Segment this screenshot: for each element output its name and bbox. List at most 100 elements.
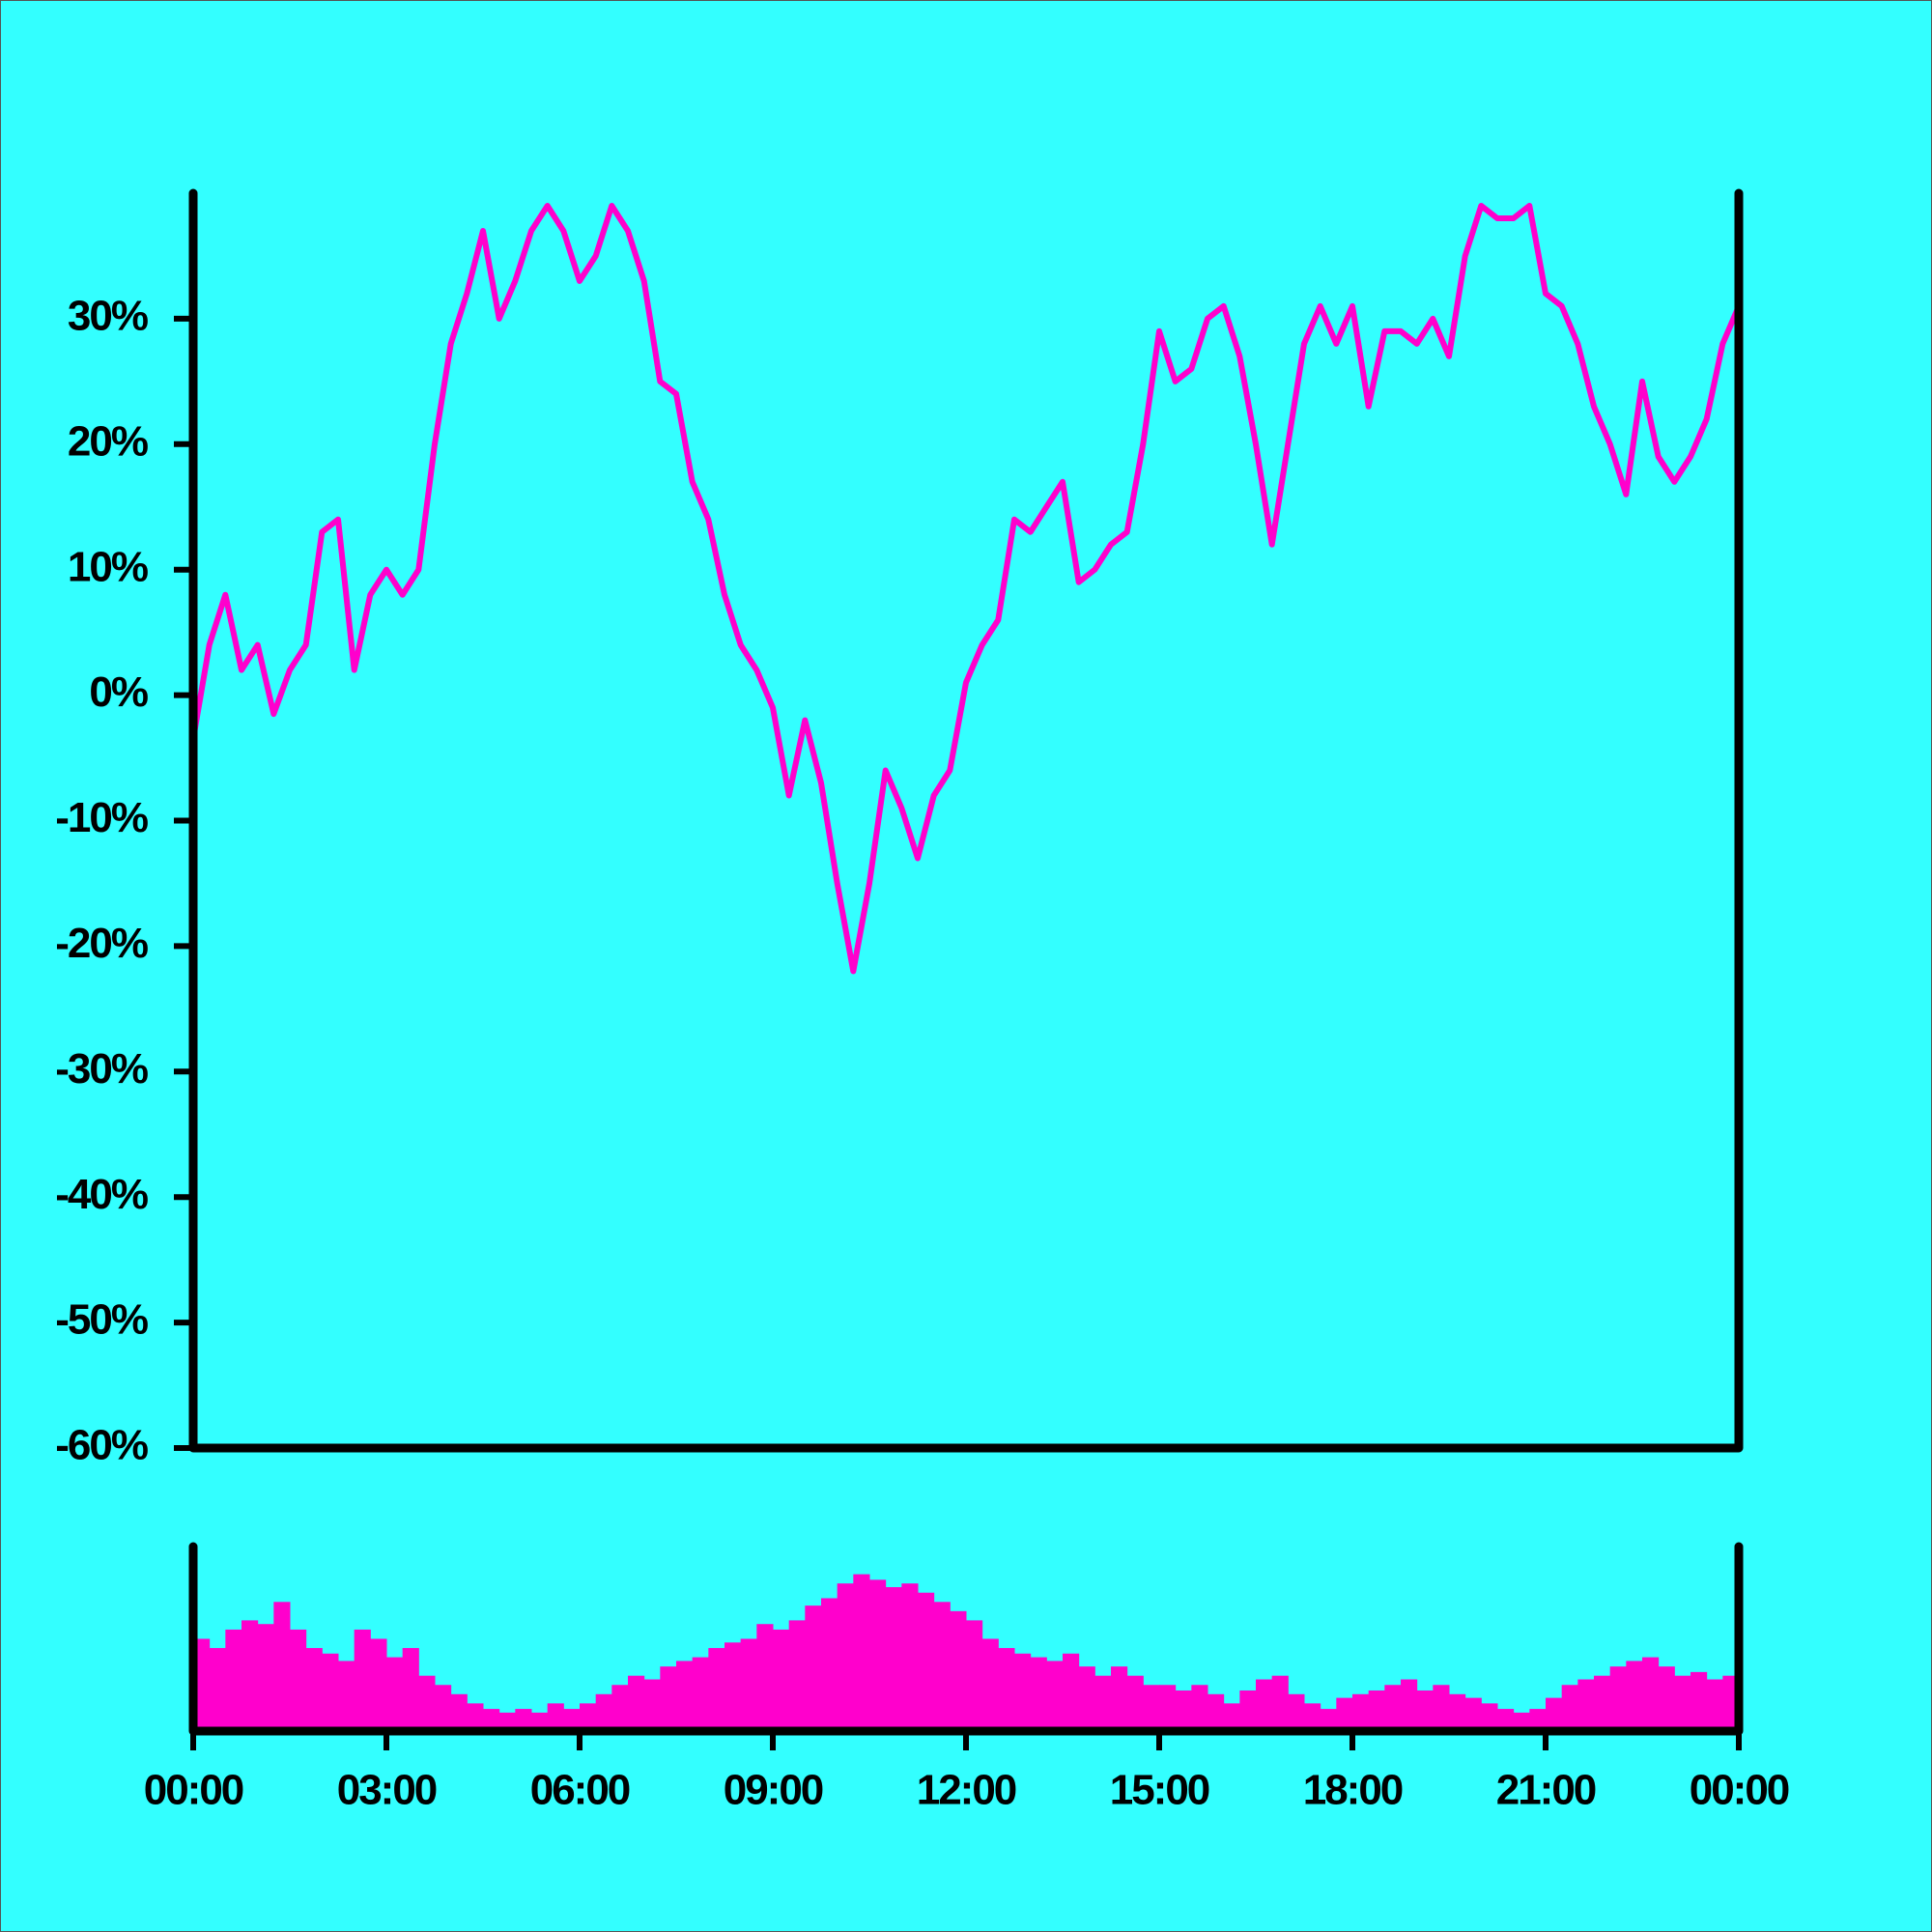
volume-bar xyxy=(1111,1666,1128,1731)
volume-bar xyxy=(1481,1703,1498,1731)
volume-bar xyxy=(467,1703,484,1731)
axis-frame xyxy=(188,1542,1744,1736)
volume-bar xyxy=(1352,1693,1370,1731)
volume-bar xyxy=(450,1693,468,1731)
volume-bar xyxy=(998,1648,1015,1731)
volume-bar xyxy=(1594,1675,1611,1731)
volume-bar xyxy=(740,1638,757,1731)
volume-bar xyxy=(338,1661,355,1731)
volume-bar xyxy=(853,1574,870,1731)
volume-bar xyxy=(1175,1690,1192,1731)
volume-bar xyxy=(435,1685,452,1731)
volume-bar xyxy=(242,1620,259,1731)
volume-bar xyxy=(1497,1709,1515,1731)
volume-bar xyxy=(1336,1697,1353,1731)
volume-bar xyxy=(1288,1693,1305,1731)
volume-bar xyxy=(1609,1666,1627,1731)
volume-bar xyxy=(1126,1675,1144,1731)
volume-bar xyxy=(498,1712,516,1731)
volume-bar xyxy=(209,1648,226,1731)
volume-bar xyxy=(290,1629,307,1731)
volume-bar xyxy=(1320,1709,1337,1731)
volume-bar xyxy=(773,1629,790,1731)
volume-bar xyxy=(918,1592,935,1731)
volume-bar xyxy=(1239,1690,1257,1731)
y-tick-label: -30% xyxy=(55,1045,148,1093)
x-tick-label: 00:00 xyxy=(144,1767,243,1814)
volume-bar xyxy=(1674,1675,1691,1731)
volume-bar xyxy=(837,1583,854,1731)
volume-bar xyxy=(563,1709,581,1731)
volume-bar xyxy=(1271,1675,1289,1731)
y-tick-label: 30% xyxy=(68,293,148,340)
volume-bar xyxy=(402,1648,419,1731)
volume-bar xyxy=(676,1661,694,1731)
volume-bar xyxy=(370,1638,387,1731)
volume-bar xyxy=(1191,1685,1208,1731)
x-tick-label: 15:00 xyxy=(1110,1767,1209,1814)
volume-bar xyxy=(611,1685,629,1731)
x-tick-label: 18:00 xyxy=(1303,1767,1403,1814)
volume-bar xyxy=(515,1709,532,1731)
volume-bar xyxy=(547,1703,564,1731)
y-tick-label: -20% xyxy=(55,920,148,967)
volume-bar xyxy=(386,1657,404,1731)
volume-bar xyxy=(1513,1712,1530,1731)
x-tick-label: 00:00 xyxy=(1690,1767,1789,1814)
volume-bar xyxy=(821,1598,838,1731)
volume-bar xyxy=(708,1648,725,1731)
volume-bar xyxy=(273,1602,291,1731)
volume-bar xyxy=(1449,1693,1466,1731)
volume-bar xyxy=(1529,1709,1547,1731)
volume-bar xyxy=(643,1679,661,1731)
volume-bar xyxy=(531,1712,549,1731)
y-tick-label: -10% xyxy=(55,794,148,841)
volume-bar xyxy=(869,1579,887,1731)
volume-bar xyxy=(1014,1653,1032,1731)
volume-bar xyxy=(595,1693,612,1731)
volume-bar xyxy=(1384,1685,1402,1731)
volume-bar xyxy=(933,1602,951,1731)
volume-bar xyxy=(885,1587,902,1731)
volume-bar xyxy=(805,1605,822,1731)
volume-bar xyxy=(1561,1685,1578,1731)
volume-bar xyxy=(1208,1693,1225,1731)
volume-bar xyxy=(628,1675,645,1731)
volume-bar xyxy=(981,1638,999,1731)
volume-bar xyxy=(1143,1685,1160,1731)
volume-bar xyxy=(354,1629,371,1731)
x-tick-label: 21:00 xyxy=(1496,1767,1596,1814)
volume-bar xyxy=(418,1675,436,1731)
volume-bar xyxy=(1546,1697,1563,1731)
volume-bar xyxy=(1223,1703,1240,1731)
volume-bar xyxy=(756,1624,774,1731)
volume-bar xyxy=(225,1629,242,1731)
y-tick-label: -60% xyxy=(55,1422,148,1469)
volume-bar xyxy=(305,1648,323,1731)
volume-bar xyxy=(1304,1703,1321,1731)
volume-bar xyxy=(1690,1671,1708,1731)
volume-bar xyxy=(257,1624,274,1731)
x-tick-label: 03:00 xyxy=(337,1767,437,1814)
volume-bar xyxy=(1046,1661,1064,1731)
volume-bar xyxy=(950,1610,967,1731)
volume-bar xyxy=(1658,1666,1675,1731)
volume-bar xyxy=(580,1703,597,1731)
volume-bar xyxy=(1368,1690,1385,1731)
volume-bar xyxy=(1078,1666,1095,1731)
volume-bar xyxy=(966,1620,983,1731)
volume-bar xyxy=(901,1583,919,1731)
data-line xyxy=(190,203,1742,975)
volume-bar xyxy=(1401,1679,1418,1731)
volume-bar xyxy=(1256,1679,1273,1731)
y-tick-label: 10% xyxy=(68,543,148,590)
volume-bar xyxy=(1626,1661,1643,1731)
x-tick-label: 06:00 xyxy=(530,1767,630,1814)
volume-bar xyxy=(660,1666,677,1731)
volume-bar xyxy=(322,1653,339,1731)
volume-bar xyxy=(1464,1697,1482,1731)
x-tick-label: 09:00 xyxy=(724,1767,823,1814)
volume-bar xyxy=(1030,1657,1047,1731)
